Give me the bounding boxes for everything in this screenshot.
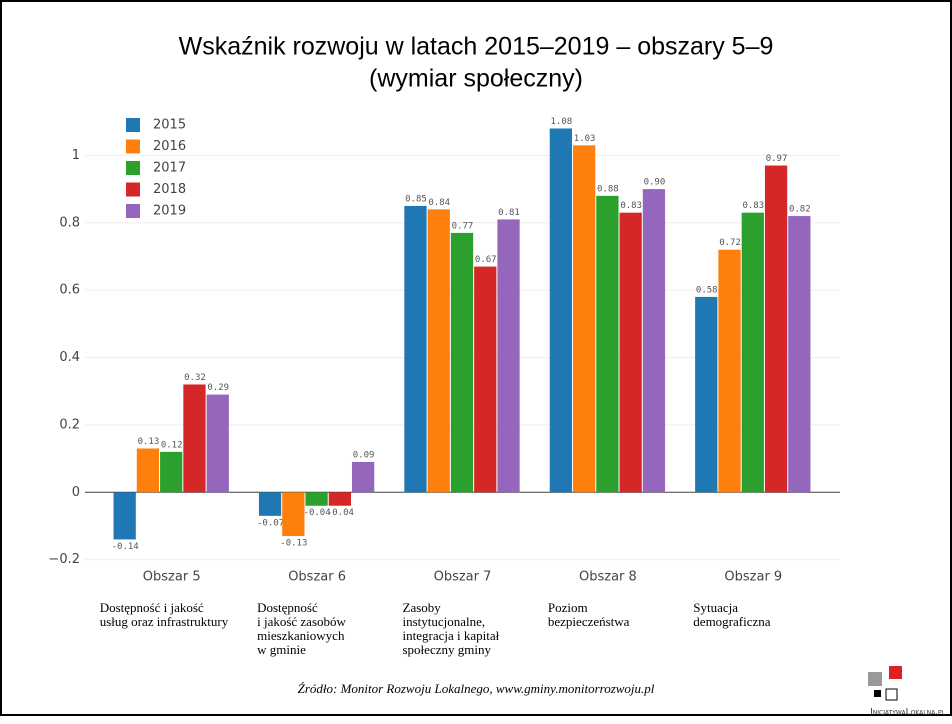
category-description: usług oraz infrastruktury: [100, 614, 229, 629]
value-label: 0.84: [428, 198, 450, 208]
category-description: integracja i kapitał: [403, 628, 500, 643]
bar: [136, 448, 160, 493]
bar: [282, 492, 305, 537]
value-label: 0.32: [184, 373, 206, 383]
category-description: Sytuacja: [693, 600, 738, 615]
bar: [427, 209, 450, 493]
legend-swatch: [126, 161, 140, 175]
category-description: Poziom: [548, 600, 588, 615]
category-description: mieszkaniowych: [257, 628, 345, 643]
value-label: 0.82: [789, 205, 811, 215]
bar: [741, 212, 764, 493]
bar: [474, 266, 497, 493]
legend-label: 2019: [153, 204, 186, 219]
value-label: -0.04: [327, 508, 354, 518]
bar: [497, 219, 520, 493]
bar: [404, 205, 427, 493]
x-tick-label: Obszar 9: [724, 570, 782, 585]
bar: [619, 212, 642, 493]
bar: [573, 145, 596, 493]
value-label: 0.72: [719, 238, 741, 248]
x-tick-label: Obszar 5: [143, 570, 201, 585]
category-description: instytucjonalne,: [403, 614, 486, 629]
bar: [305, 492, 328, 506]
value-label: -0.14: [112, 542, 139, 552]
x-tick-label: Obszar 8: [579, 570, 637, 585]
y-tick-label: 0.2: [59, 417, 80, 432]
value-label: 0.58: [696, 285, 718, 295]
y-tick-label: −0.2: [48, 552, 80, 567]
value-label: 0.83: [620, 201, 642, 211]
value-label: 0.09: [353, 450, 375, 460]
bar: [113, 492, 136, 540]
bar: [183, 384, 206, 493]
value-label: 0.67: [475, 255, 497, 265]
category-description: i jakość zasobów: [257, 614, 346, 629]
category-description: demograficzna: [693, 614, 770, 629]
value-label: 0.97: [766, 154, 788, 164]
bar: [549, 128, 573, 493]
value-label: 0.83: [742, 201, 764, 211]
value-label: 0.90: [644, 178, 666, 188]
chart-subtitle: (wymiar społeczny): [369, 65, 583, 93]
bar: [695, 296, 718, 493]
bar: [788, 216, 811, 493]
category-description: społeczny gminy: [403, 642, 492, 657]
bar: [328, 492, 351, 506]
value-label: 0.29: [207, 383, 229, 393]
y-tick-label: 0.8: [59, 215, 80, 230]
value-label: 0.81: [498, 208, 520, 218]
source-note: Źródło: Monitor Rozwoju Lokalnego, www.g…: [298, 681, 655, 696]
value-label: 1.03: [574, 134, 596, 144]
bar: [206, 394, 229, 493]
value-label: -0.13: [280, 539, 307, 549]
bar: [718, 249, 741, 493]
chart-title: Wskaźnik rozwoju w latach 2015–2019 – ob…: [179, 33, 774, 61]
legend-label: 2017: [153, 161, 186, 176]
value-label: 0.88: [597, 184, 619, 194]
category-description: Zasoby: [403, 600, 442, 615]
logo-square: [874, 690, 881, 697]
legend-swatch: [126, 204, 140, 218]
value-label: 1.08: [551, 117, 573, 127]
bar: [450, 232, 474, 493]
value-label: -0.04: [304, 508, 331, 518]
y-tick-label: 1: [72, 148, 80, 163]
category-description: w gminie: [257, 642, 306, 657]
value-label: 0.12: [161, 440, 183, 450]
logo-square: [885, 688, 898, 701]
legend-label: 2015: [153, 118, 186, 133]
x-tick-label: Obszar 7: [434, 570, 492, 585]
brand-logo: [868, 666, 902, 701]
category-description: Dostępność i jakość: [100, 600, 204, 615]
value-label: 0.85: [405, 194, 427, 204]
y-tick-label: 0.6: [59, 283, 80, 298]
legend-swatch: [126, 182, 140, 197]
bar: [642, 189, 666, 493]
legend-swatch: [126, 139, 140, 154]
bar: [160, 451, 183, 493]
bar: [258, 492, 282, 516]
logo-square: [868, 672, 882, 686]
bar: [596, 195, 619, 493]
value-label: 0.13: [138, 437, 160, 447]
category-description: Dostępność: [257, 600, 318, 615]
y-tick-label: 0.4: [59, 350, 80, 365]
legend-label: 2018: [153, 182, 186, 197]
logo-square: [889, 666, 902, 679]
y-tick-label: 0: [72, 485, 80, 500]
legend-label: 2016: [153, 139, 186, 154]
value-label: 0.77: [452, 221, 474, 231]
category-description: bezpieczeństwa: [548, 614, 630, 629]
bar: [764, 165, 788, 493]
x-tick-label: Obszar 6: [288, 570, 346, 585]
bar: [351, 461, 375, 493]
value-label: -0.07: [257, 518, 284, 528]
legend-swatch: [126, 118, 140, 132]
brand-name: InicjatywaLokalna.pl: [870, 708, 946, 718]
